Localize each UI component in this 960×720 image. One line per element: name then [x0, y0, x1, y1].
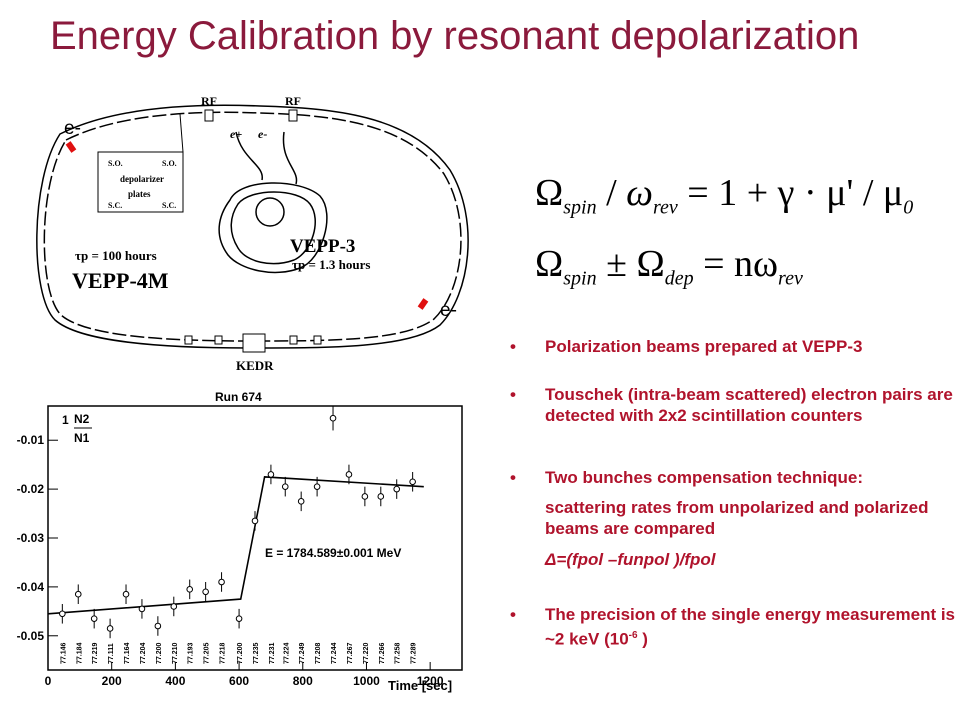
y-tick-label: -0.05	[17, 629, 45, 643]
data-point	[329, 414, 337, 422]
vertical-label: 77.193	[188, 642, 195, 664]
vertical-label: 77.200	[237, 642, 244, 664]
e-minus-right-label: e-	[440, 300, 457, 321]
e-minus-top-label: e-	[64, 118, 81, 139]
bullet-4: • The precision of the single energy mea…	[510, 605, 956, 649]
run-chart: Run 674 Time [sec] E = 1784.589±0.001 Me…	[0, 382, 480, 720]
data-point	[297, 498, 305, 505]
x-tick-label: 600	[229, 674, 249, 688]
data-point	[393, 485, 401, 493]
vertical-label: 77.244	[331, 642, 338, 664]
legend-tick-1: 1	[62, 413, 69, 427]
x-tick-label: 1000	[353, 674, 380, 688]
x-tick-label: 200	[102, 674, 122, 688]
annotation: E = 1784.589±0.001 MeV	[265, 546, 401, 560]
depolarizer-sc-left: S.C.	[108, 201, 122, 210]
vertical-label: 77.205	[204, 642, 211, 664]
x-axis-label: Time [sec]	[388, 678, 452, 693]
data-point	[218, 578, 225, 586]
vertical-label: 77.249	[299, 642, 306, 664]
delta-formula: Δ=(fpol –funpol )/fpol	[545, 550, 716, 569]
plot-frame	[47, 405, 463, 671]
data-point	[251, 517, 259, 525]
vepp3-tau: τp = 1.3 hours	[292, 257, 370, 272]
x-tick-label: 0	[45, 674, 52, 688]
data-point	[59, 610, 66, 618]
data-point	[74, 590, 82, 598]
vertical-label: 77.231	[269, 642, 276, 664]
chart-title: Run 674	[215, 390, 262, 404]
formula-1: Ωspin / ωrev = 1 + γ · μ' / μ0	[535, 172, 914, 219]
y-tick-label: -0.01	[17, 433, 45, 447]
x-tick-label: 400	[165, 674, 185, 688]
vertical-label: 77.111	[108, 643, 115, 664]
vertical-label: 77.204	[140, 642, 147, 664]
data-point	[90, 615, 98, 622]
bullet-1: • Polarization beams prepared at VEPP-3	[510, 337, 863, 356]
e-plus-label: e+	[230, 127, 242, 141]
data-point	[361, 493, 369, 500]
bullet-2: • Touschek (intra-beam scattered) electr…	[510, 385, 953, 425]
data-point	[154, 622, 162, 630]
data-point	[345, 471, 353, 478]
vertical-label: 77.266	[379, 642, 386, 664]
bullet-3-detail: scattering rates from unpolarized and po…	[545, 498, 929, 538]
y-tick-label: -0.04	[17, 580, 45, 594]
vertical-label: 77.164	[124, 642, 131, 664]
depolarizer-plates: plates	[128, 189, 151, 199]
rf-label-1: RF	[201, 94, 217, 108]
bullet-list: • Polarization beams prepared at VEPP-3 …	[510, 336, 960, 650]
vepp4m-label: VEPP-4M	[72, 268, 169, 293]
data-point	[122, 590, 130, 598]
y-tick-label: -0.03	[17, 531, 45, 545]
bullet-3: • Two bunches compensation technique:	[510, 468, 863, 487]
data-point	[377, 493, 385, 500]
depolarizer-sc-right: S.C.	[162, 201, 176, 210]
y-tick-label: -0.02	[17, 482, 45, 496]
depolarizer-text: depolarizer	[120, 174, 164, 184]
vertical-label: 77.200	[156, 642, 163, 664]
slide-title: Energy Calibration by resonant depolariz…	[50, 14, 860, 58]
formula-2: Ωspin ± Ωdep = nωrev	[535, 242, 803, 290]
depolarizer-so-left: S.O.	[108, 159, 123, 168]
vepp4m-tau: τp = 100 hours	[75, 248, 157, 263]
data-point	[138, 605, 146, 613]
data-point	[186, 586, 194, 593]
vertical-label: 77.184	[76, 642, 83, 664]
data-point	[202, 588, 209, 596]
data-point	[267, 471, 275, 478]
depolarizer-so-right: S.O.	[162, 159, 177, 168]
vertical-label: 77.235	[253, 642, 260, 664]
x-tick-label: 1200	[417, 674, 444, 688]
vertical-label: 77.289	[411, 642, 418, 664]
vepp4m-ring	[36, 104, 469, 349]
data-point	[409, 478, 416, 486]
data-point	[313, 483, 321, 490]
vepp3-label: VEPP-3	[290, 236, 355, 257]
vertical-label: 77.218	[220, 642, 227, 664]
fit-line	[47, 476, 424, 615]
formulas: Ωspin / ωrev = 1 + γ · μ' / μ0 Ωspin ± Ω…	[535, 165, 913, 306]
vertical-label: 77.220	[363, 642, 370, 664]
accelerator-diagram: RF RF e+ e- S.O. S.O. depolarizer plates…	[36, 94, 469, 373]
legend-n1: N1	[74, 431, 90, 445]
rf-label-2: RF	[285, 94, 301, 108]
e-minus-label: e-	[258, 127, 267, 141]
data-point	[235, 615, 243, 622]
x-tick-label: 800	[293, 674, 313, 688]
vertical-label: 77.258	[395, 642, 402, 664]
vertical-label: 77.210	[172, 642, 179, 664]
vertical-label: 77.219	[92, 642, 99, 664]
data-point	[281, 483, 289, 490]
legend-n2: N2	[74, 412, 90, 426]
vertical-label: 77.267	[347, 642, 354, 664]
vertical-label: 77.146	[60, 642, 67, 664]
data-point	[106, 625, 114, 632]
data-point	[170, 603, 178, 610]
vertical-label: 77.208	[315, 642, 322, 664]
vertical-label: 77.224	[283, 642, 290, 664]
kedr-label: KEDR	[236, 358, 274, 373]
vepp3-ring	[218, 131, 328, 274]
